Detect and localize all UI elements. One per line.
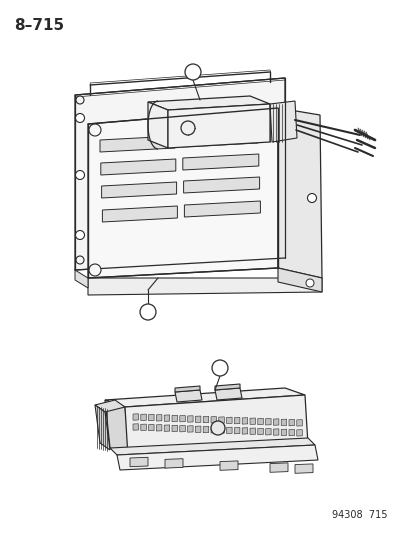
Circle shape — [307, 193, 316, 203]
Circle shape — [180, 121, 195, 135]
Polygon shape — [249, 418, 255, 424]
Polygon shape — [296, 430, 301, 436]
Polygon shape — [165, 459, 183, 468]
Polygon shape — [117, 445, 317, 470]
Text: 8–715: 8–715 — [14, 18, 64, 33]
Polygon shape — [269, 463, 287, 472]
Polygon shape — [296, 419, 301, 426]
Polygon shape — [265, 429, 271, 435]
Polygon shape — [195, 426, 200, 432]
Polygon shape — [195, 416, 200, 423]
Polygon shape — [183, 154, 258, 170]
Circle shape — [76, 256, 84, 264]
Polygon shape — [273, 429, 278, 435]
Polygon shape — [273, 419, 278, 425]
Polygon shape — [125, 395, 307, 457]
Polygon shape — [75, 270, 88, 288]
Circle shape — [89, 124, 101, 136]
Polygon shape — [75, 78, 284, 270]
Circle shape — [185, 64, 201, 80]
Polygon shape — [102, 206, 177, 222]
Polygon shape — [95, 405, 110, 450]
Circle shape — [89, 264, 101, 276]
Polygon shape — [175, 386, 199, 392]
Polygon shape — [187, 416, 192, 422]
Circle shape — [75, 230, 84, 239]
Circle shape — [75, 171, 84, 180]
Polygon shape — [182, 131, 257, 147]
Polygon shape — [156, 425, 161, 431]
Polygon shape — [100, 136, 175, 152]
Polygon shape — [171, 415, 177, 422]
Polygon shape — [294, 464, 312, 473]
Polygon shape — [242, 418, 247, 424]
Text: 2: 2 — [189, 67, 196, 77]
Circle shape — [211, 421, 224, 435]
Polygon shape — [175, 390, 202, 402]
Polygon shape — [147, 96, 269, 110]
Polygon shape — [269, 101, 296, 142]
Polygon shape — [133, 414, 138, 420]
Circle shape — [76, 96, 84, 104]
Polygon shape — [179, 416, 185, 422]
Polygon shape — [171, 425, 177, 432]
Text: 3: 3 — [216, 363, 223, 373]
Polygon shape — [100, 159, 176, 175]
Circle shape — [305, 279, 313, 287]
Polygon shape — [148, 424, 154, 431]
Polygon shape — [277, 108, 321, 278]
Polygon shape — [133, 424, 138, 430]
Polygon shape — [148, 414, 154, 421]
Polygon shape — [211, 426, 216, 433]
Polygon shape — [249, 428, 255, 434]
Circle shape — [140, 304, 156, 320]
Polygon shape — [234, 417, 239, 424]
Polygon shape — [130, 457, 147, 467]
Polygon shape — [257, 429, 263, 435]
Polygon shape — [242, 427, 247, 434]
Polygon shape — [288, 430, 294, 436]
Polygon shape — [164, 415, 169, 421]
Polygon shape — [140, 414, 146, 421]
Polygon shape — [218, 427, 224, 433]
Polygon shape — [277, 268, 321, 292]
Polygon shape — [105, 400, 130, 455]
Polygon shape — [214, 384, 240, 390]
Polygon shape — [140, 424, 146, 431]
Polygon shape — [214, 388, 242, 400]
Polygon shape — [156, 415, 161, 421]
Polygon shape — [184, 201, 260, 217]
Polygon shape — [179, 425, 185, 432]
Polygon shape — [218, 417, 224, 423]
Polygon shape — [183, 177, 259, 193]
Text: 94308  715: 94308 715 — [332, 510, 387, 520]
Polygon shape — [219, 461, 237, 470]
Polygon shape — [95, 400, 125, 412]
Polygon shape — [110, 438, 314, 455]
Polygon shape — [226, 427, 232, 433]
Polygon shape — [168, 104, 269, 148]
Polygon shape — [88, 108, 277, 278]
Polygon shape — [101, 182, 176, 198]
Polygon shape — [211, 417, 216, 423]
Polygon shape — [203, 416, 208, 423]
Polygon shape — [234, 427, 239, 434]
Circle shape — [211, 360, 228, 376]
Polygon shape — [147, 102, 168, 148]
Circle shape — [75, 114, 84, 123]
Polygon shape — [88, 278, 321, 295]
Polygon shape — [105, 388, 304, 407]
Polygon shape — [164, 425, 169, 431]
Polygon shape — [288, 419, 294, 426]
Polygon shape — [265, 418, 271, 425]
Text: 1: 1 — [144, 307, 151, 317]
Polygon shape — [280, 419, 286, 425]
Polygon shape — [187, 426, 192, 432]
Polygon shape — [257, 418, 263, 425]
Polygon shape — [203, 426, 208, 433]
Polygon shape — [226, 417, 232, 424]
Polygon shape — [280, 429, 286, 435]
